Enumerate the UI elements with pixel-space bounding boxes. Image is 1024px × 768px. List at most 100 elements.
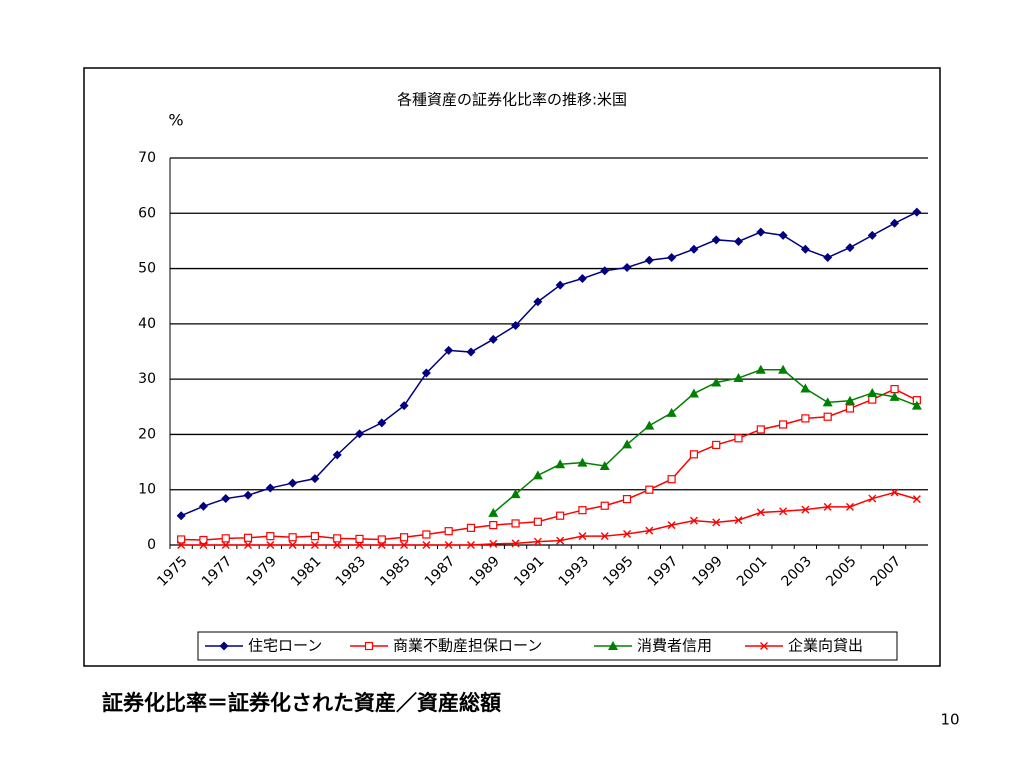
- x-tick-label: 1995: [600, 553, 637, 590]
- marker: [556, 536, 565, 545]
- marker: [511, 321, 521, 331]
- marker: [801, 505, 810, 514]
- x-tick-label: 1993: [556, 553, 593, 590]
- marker: [466, 347, 476, 357]
- marker: [310, 474, 320, 484]
- marker: [688, 388, 699, 398]
- marker: [712, 518, 721, 527]
- marker: [333, 534, 342, 543]
- marker: [822, 397, 833, 407]
- marker: [266, 532, 275, 541]
- marker: [823, 412, 832, 421]
- marker: [600, 501, 609, 510]
- marker: [689, 244, 699, 254]
- marker: [555, 280, 565, 290]
- marker: [333, 541, 342, 549]
- marker: [911, 400, 922, 410]
- y-tick-label: 60: [138, 205, 156, 221]
- marker: [288, 541, 297, 549]
- marker: [355, 534, 364, 544]
- page-number: 10: [940, 711, 959, 729]
- marker: [755, 364, 766, 374]
- marker: [332, 450, 342, 460]
- marker: [667, 521, 676, 530]
- marker: [377, 535, 386, 544]
- marker: [288, 533, 297, 542]
- marker: [177, 535, 186, 544]
- marker: [845, 502, 854, 511]
- series-line: [492, 368, 918, 514]
- marker: [377, 541, 386, 549]
- legend-item: 消費者信用: [594, 637, 712, 655]
- marker: [599, 460, 610, 470]
- marker: [778, 420, 788, 429]
- marker: [667, 475, 676, 484]
- marker: [600, 532, 609, 541]
- marker: [177, 541, 186, 549]
- marker: [488, 334, 498, 344]
- marker: [912, 495, 921, 504]
- marker: [711, 235, 721, 245]
- marker: [488, 507, 499, 517]
- marker: [355, 541, 364, 549]
- marker: [760, 642, 768, 650]
- y-tick-label: 70: [138, 150, 156, 166]
- marker: [645, 485, 654, 494]
- marker: [689, 450, 699, 459]
- marker: [243, 490, 253, 500]
- legend-item: 企業向貸出: [745, 637, 863, 655]
- marker: [243, 533, 253, 542]
- marker: [890, 488, 899, 497]
- marker: [608, 641, 618, 650]
- marker: [444, 345, 454, 355]
- marker: [778, 230, 788, 240]
- y-tick-label: 40: [138, 316, 156, 332]
- marker: [756, 508, 765, 517]
- marker: [666, 407, 677, 417]
- y-tick-label: 30: [138, 371, 156, 387]
- marker: [511, 539, 520, 548]
- marker: [800, 383, 811, 393]
- marker: [712, 440, 721, 450]
- marker: [801, 414, 810, 423]
- x-tick-label: 2003: [779, 553, 816, 590]
- marker: [578, 506, 587, 515]
- marker: [510, 489, 521, 499]
- marker: [422, 541, 431, 549]
- marker: [844, 395, 855, 405]
- x-tick-label: 1987: [422, 553, 459, 590]
- marker: [711, 377, 722, 387]
- marker: [221, 541, 230, 549]
- legend-label: 住宅ローン: [248, 637, 322, 655]
- marker: [800, 244, 810, 254]
- marker: [421, 368, 431, 378]
- marker: [489, 520, 498, 530]
- marker: [845, 404, 855, 413]
- marker: [622, 439, 633, 449]
- y-tick-label: 0: [147, 537, 156, 553]
- marker: [199, 541, 208, 549]
- marker: [779, 507, 788, 516]
- marker: [868, 395, 877, 404]
- marker: [756, 425, 765, 434]
- formula: 証券化比率＝証券化された資産／資産総額: [102, 691, 501, 715]
- marker: [756, 227, 766, 237]
- marker: [533, 537, 542, 546]
- marker: [466, 541, 475, 549]
- x-tick-label: 1981: [288, 553, 325, 590]
- marker: [644, 255, 654, 265]
- chart-frame: [83, 67, 941, 667]
- marker: [556, 511, 565, 520]
- x-tick-label: 1999: [689, 553, 726, 590]
- marker: [577, 457, 588, 467]
- marker: [845, 243, 855, 253]
- marker: [733, 373, 744, 383]
- x-tick-label: 1977: [199, 553, 236, 590]
- legend-item: 商業不動産担保ローン: [350, 637, 542, 655]
- marker: [489, 539, 498, 548]
- marker: [645, 526, 654, 535]
- series-line: [181, 388, 918, 541]
- marker: [912, 207, 922, 217]
- x-tick-label: 2005: [823, 553, 860, 590]
